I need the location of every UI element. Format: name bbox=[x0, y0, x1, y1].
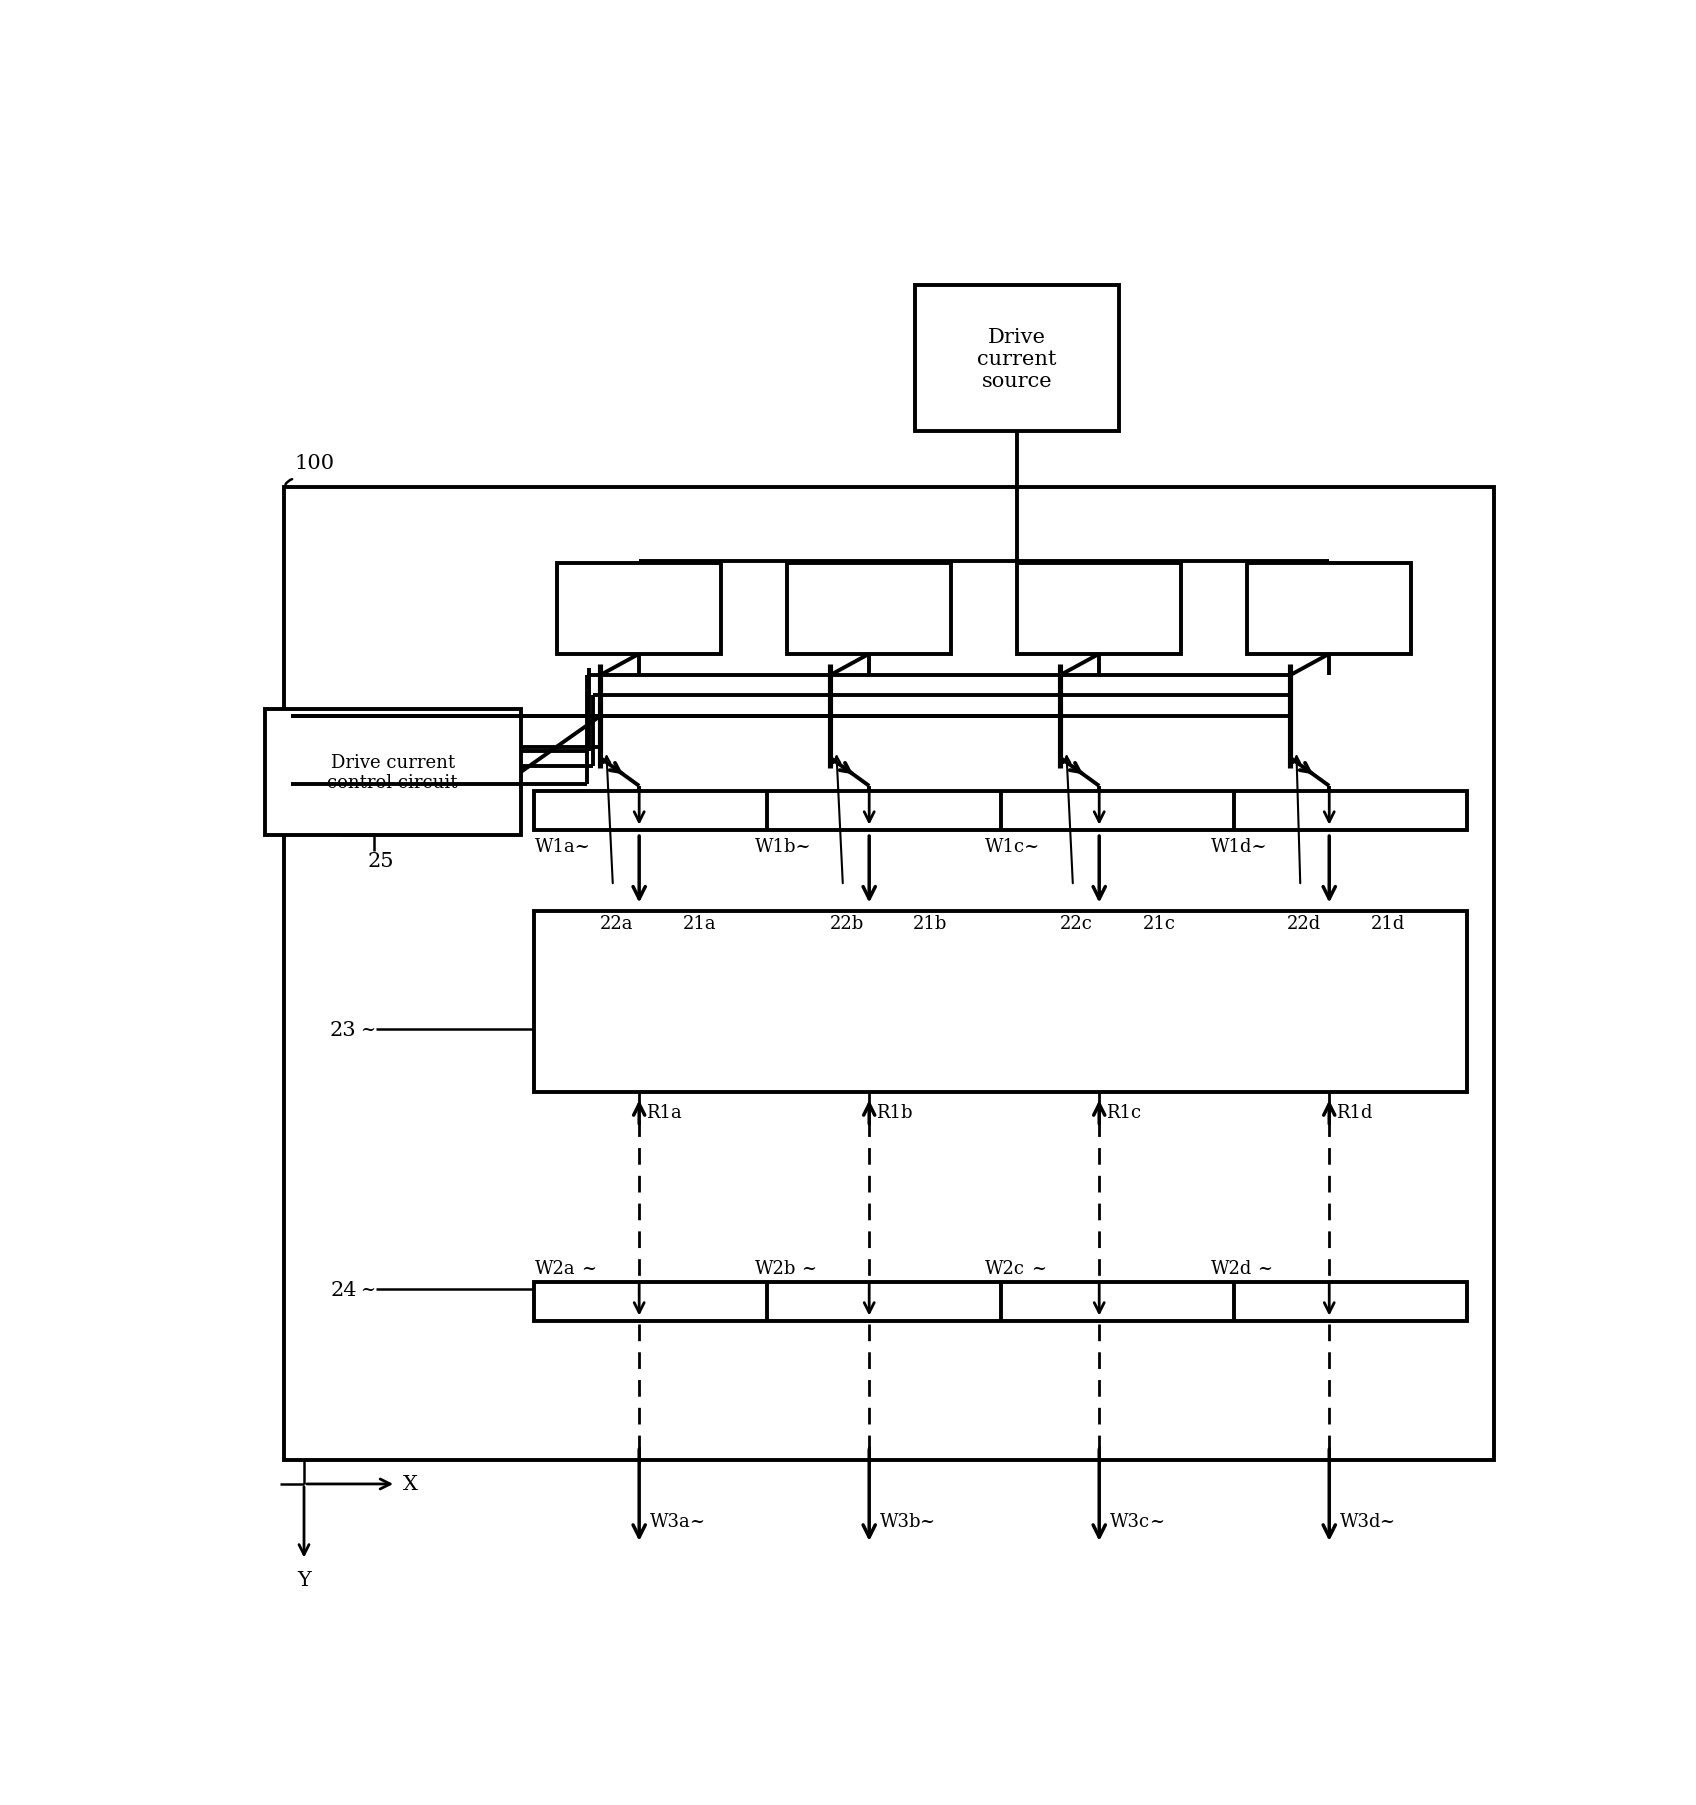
Text: Y: Y bbox=[297, 1570, 310, 1590]
Text: 21b: 21b bbox=[912, 915, 946, 933]
Text: ~: ~ bbox=[1379, 1513, 1394, 1531]
Text: W3d: W3d bbox=[1340, 1513, 1381, 1531]
Text: 23: 23 bbox=[331, 1020, 356, 1040]
Text: 22c: 22c bbox=[1060, 915, 1092, 933]
Bar bbox=[556, 563, 721, 655]
Text: W2d: W2d bbox=[1211, 1260, 1252, 1278]
Text: W2a: W2a bbox=[536, 1260, 577, 1278]
Text: Drive
current
source: Drive current source bbox=[977, 327, 1057, 390]
Text: W1d~: W1d~ bbox=[1211, 838, 1267, 856]
Text: ~: ~ bbox=[1257, 1260, 1272, 1278]
Text: ~: ~ bbox=[361, 1280, 375, 1298]
Text: R1d: R1d bbox=[1336, 1103, 1372, 1121]
Text: R1b: R1b bbox=[875, 1103, 912, 1121]
Text: 22a: 22a bbox=[600, 915, 633, 933]
Text: ~: ~ bbox=[919, 1513, 934, 1531]
Bar bbox=[534, 1283, 1467, 1321]
Bar bbox=[787, 563, 951, 655]
Text: Drive current
control circuit: Drive current control circuit bbox=[327, 753, 458, 792]
Text: W1b~: W1b~ bbox=[755, 838, 811, 856]
Bar bbox=[534, 792, 1467, 830]
Text: 22d: 22d bbox=[1287, 915, 1321, 933]
Text: 25: 25 bbox=[366, 852, 393, 870]
Text: ~: ~ bbox=[582, 1260, 597, 1278]
Text: ~: ~ bbox=[689, 1513, 704, 1531]
Text: W1c~: W1c~ bbox=[985, 838, 1040, 856]
Text: ~: ~ bbox=[361, 1020, 375, 1038]
Text: ~: ~ bbox=[1031, 1260, 1046, 1278]
Text: 21a: 21a bbox=[682, 915, 716, 933]
Text: ~: ~ bbox=[801, 1260, 816, 1278]
Bar bbox=[534, 912, 1467, 1092]
Text: W2c: W2c bbox=[985, 1260, 1024, 1278]
Text: W1a~: W1a~ bbox=[536, 838, 592, 856]
Bar bbox=[1247, 563, 1411, 655]
Text: W3b: W3b bbox=[880, 1513, 921, 1531]
Text: 21d: 21d bbox=[1372, 915, 1406, 933]
Text: 24: 24 bbox=[331, 1280, 356, 1300]
Text: R1a: R1a bbox=[646, 1103, 682, 1121]
Bar bbox=[285, 487, 1494, 1460]
Text: X: X bbox=[402, 1475, 417, 1495]
Text: R1c: R1c bbox=[1106, 1103, 1141, 1121]
Text: 22b: 22b bbox=[829, 915, 863, 933]
Text: ~: ~ bbox=[1150, 1513, 1163, 1531]
Text: W3a: W3a bbox=[650, 1513, 690, 1531]
Text: W3c: W3c bbox=[1109, 1513, 1150, 1531]
Bar bbox=[1018, 563, 1182, 655]
Bar bbox=[916, 285, 1119, 431]
Text: 21c: 21c bbox=[1143, 915, 1175, 933]
Text: W2b: W2b bbox=[755, 1260, 795, 1278]
Text: 100: 100 bbox=[295, 453, 334, 473]
Bar bbox=[265, 709, 521, 836]
